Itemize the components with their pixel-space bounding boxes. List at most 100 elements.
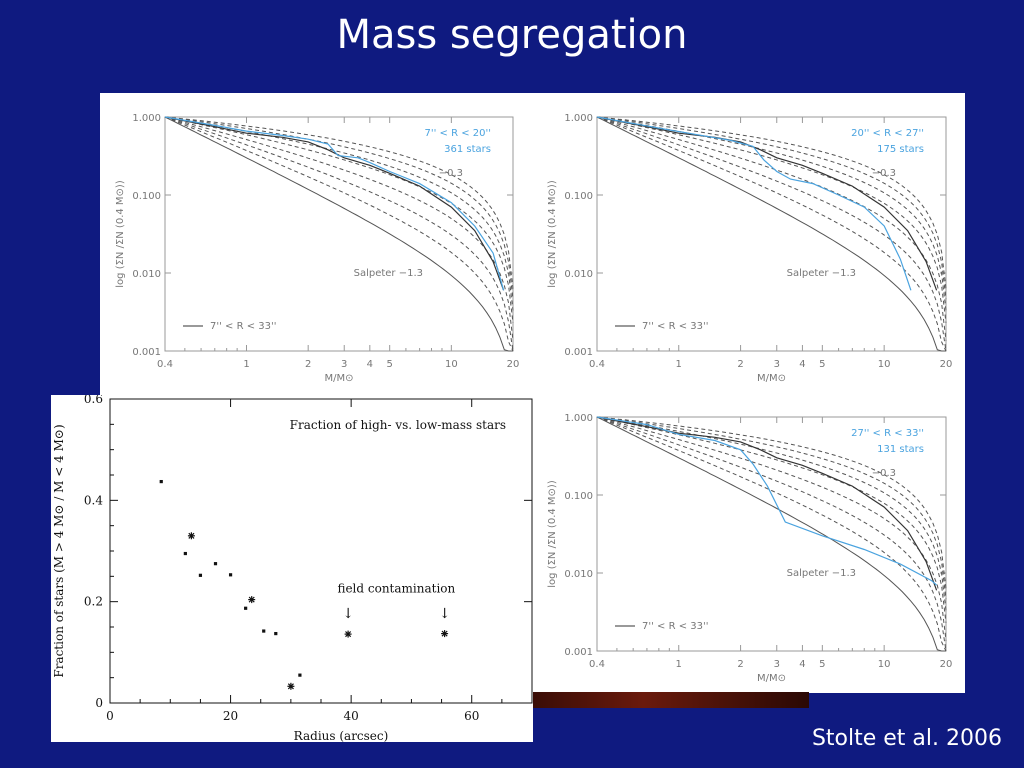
y-tick-label: 0.010 <box>132 269 161 280</box>
y-tick-label: 1.000 <box>564 113 593 124</box>
x-tick-label: 1 <box>676 359 682 370</box>
salpeter-label: Salpeter −1.3 <box>354 268 423 279</box>
x-tick-label: 0.4 <box>157 359 173 370</box>
y-tick-label: 1.000 <box>564 413 593 424</box>
x-tick-label: 40 <box>344 709 359 723</box>
slope-label: −0.3 <box>872 168 896 179</box>
legend-label: 7'' < R < 33'' <box>210 321 277 332</box>
data-point <box>244 606 248 610</box>
model-curve <box>596 116 947 352</box>
x-axis-label: M/M⊙ <box>757 673 786 684</box>
x-tick-label: 2 <box>305 359 311 370</box>
background-image-strip <box>533 692 809 708</box>
plot-frame <box>164 116 514 352</box>
y-tick-label: 1.000 <box>132 113 161 124</box>
radius-range-label: 7'' < R < 20'' <box>424 128 491 139</box>
model-curve <box>596 416 947 623</box>
x-axis-label: M/M⊙ <box>324 373 353 384</box>
mass-function-panel-bottom-right: 0.4 1 2 3 4 5 10 20 1.000 0.100 0.010 0.001 M/M⊙ log … <box>547 413 953 684</box>
mass-function-panel-top-right: 0.4 1 2 3 4 5 10 20 1.000 0.100 0.010 0.001 M/M⊙ log … <box>547 113 952 384</box>
model-curve <box>164 116 514 352</box>
x-tick-label: 5 <box>386 359 392 370</box>
y-tick-label: 0.001 <box>132 347 161 358</box>
star-data-point <box>187 532 195 540</box>
x-tick-label: 60 <box>464 709 479 723</box>
radius-range-label: 27'' < R < 33'' <box>851 428 924 439</box>
y-tick-label: 0.6 <box>84 395 103 406</box>
y-tick-label: 0 <box>95 696 103 710</box>
model-curve <box>596 116 947 352</box>
star-count-label: 175 stars <box>877 144 924 155</box>
x-tick-label: 10 <box>445 359 458 370</box>
x-tick-label: 4 <box>367 359 373 370</box>
data-point <box>262 629 266 633</box>
fraction-scatter-plot: 0 20 40 60 0 0.2 0.4 0.6 Radius (arcsec) Fraction… <box>52 395 533 742</box>
x-tick-label: 0.4 <box>589 359 605 370</box>
y-axis-label: log (ΣN /ΣN (0.4 M⊙)) <box>115 180 126 288</box>
model-curve <box>164 116 514 352</box>
x-tick-label: 20 <box>507 359 520 370</box>
x-tick-label: 4 <box>799 359 805 370</box>
radial-bin-distribution-line <box>596 416 937 586</box>
model-curve <box>164 116 514 300</box>
model-curve <box>164 116 514 289</box>
y-axis-label: log (ΣN /ΣN (0.4 M⊙)) <box>547 180 558 288</box>
data-point <box>228 573 233 577</box>
salpeter-model-curve <box>596 416 946 652</box>
x-tick-label: 0.4 <box>589 659 605 670</box>
y-axis-label: Fraction of stars (M > 4 M⊙ / M < 4 M⊙) <box>52 424 66 677</box>
reference-distribution-line <box>596 416 938 591</box>
model-curve <box>596 416 947 641</box>
model-curve <box>596 416 947 589</box>
star-data-point <box>441 630 449 638</box>
x-tick-label: 3 <box>774 659 780 670</box>
star-data-point <box>344 630 352 638</box>
x-tick-label: 5 <box>819 359 825 370</box>
data-point <box>274 631 278 636</box>
reference-distribution-line <box>596 116 938 291</box>
y-tick-label: 0.010 <box>564 569 593 580</box>
citation: Stolte et al. 2006 <box>811 726 1002 751</box>
salpeter-label: Salpeter −1.3 <box>787 568 856 579</box>
x-tick-label: 2 <box>737 659 743 670</box>
star-data-point <box>287 682 295 690</box>
field-contamination-label: field contamination <box>337 582 455 596</box>
model-curve <box>596 116 947 323</box>
x-tick-label: 4 <box>799 659 805 670</box>
plot-title: Fraction of high- vs. low-mass stars <box>290 418 506 432</box>
star-data-point <box>248 596 256 604</box>
y-tick-label: 0.4 <box>84 493 103 507</box>
salpeter-model-curve <box>164 116 513 352</box>
x-tick-label: 0 <box>106 709 114 723</box>
model-curve <box>596 416 947 652</box>
radius-range-label: 20'' < R < 27'' <box>851 128 924 139</box>
salpeter-label: Salpeter −1.3 <box>787 268 856 279</box>
y-tick-label: 0.2 <box>84 595 103 609</box>
model-curve <box>596 116 947 300</box>
x-tick-label: 1 <box>243 359 249 370</box>
y-axis-label: log (ΣN /ΣN (0.4 M⊙)) <box>547 480 558 588</box>
radial-bin-distribution-line <box>596 116 912 291</box>
plot-frame <box>109 398 533 704</box>
slide-title: Mass segregation <box>336 12 688 58</box>
x-tick-label: 3 <box>341 359 347 370</box>
x-tick-label: 20 <box>223 709 238 723</box>
slope-label: −0.3 <box>872 468 896 479</box>
data-point <box>198 573 203 577</box>
legend-label: 7'' < R < 33'' <box>642 621 709 632</box>
x-axis-label: Radius (arcsec) <box>294 729 389 742</box>
model-curve <box>596 416 947 600</box>
x-tick-label: 20 <box>940 659 953 670</box>
data-point <box>213 562 218 566</box>
legend-label: 7'' < R < 33'' <box>642 321 709 332</box>
radial-bin-distribution-line <box>164 116 505 291</box>
mass-function-panel-top-left: 0.4 1 2 3 4 5 10 20 1.000 0.100 0.010 0.001 M/M⊙ log … <box>115 113 520 384</box>
y-tick-label: 0.001 <box>564 647 593 658</box>
star-count-label: 131 stars <box>877 444 924 455</box>
arrow-marker: ↓ <box>439 606 451 622</box>
x-axis-label: M/M⊙ <box>757 373 786 384</box>
y-tick-label: 0.001 <box>564 347 593 358</box>
star-count-label: 361 stars <box>444 144 491 155</box>
data-point <box>298 673 302 677</box>
x-tick-label: 2 <box>737 359 743 370</box>
